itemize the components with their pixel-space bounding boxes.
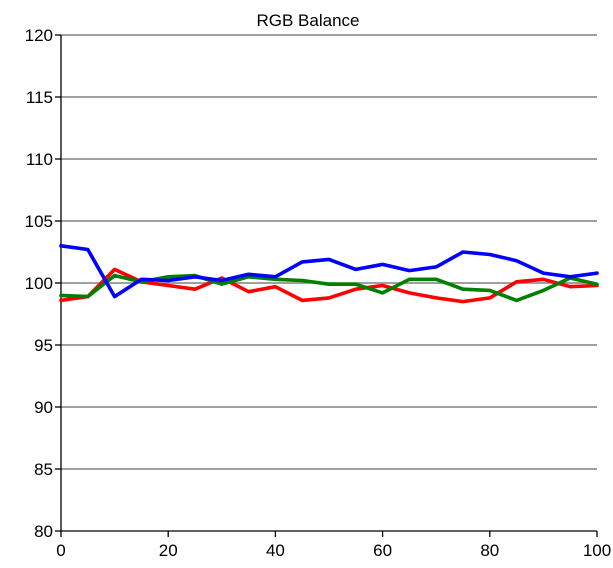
series-layer <box>59 244 599 304</box>
x-tick-label: 40 <box>266 541 285 560</box>
y-tick-label: 100 <box>25 274 53 293</box>
x-tick-label: 20 <box>159 541 178 560</box>
x-tick-label: 80 <box>480 541 499 560</box>
y-tick-label: 90 <box>34 398 53 417</box>
x-tick-label: 0 <box>56 541 65 560</box>
x-tick-label: 60 <box>373 541 392 560</box>
grid-layer <box>61 34 597 470</box>
series-line-2 <box>59 244 599 299</box>
chart-title: RGB Balance <box>257 11 360 30</box>
y-tick-label: 80 <box>34 522 53 541</box>
series-line-0 <box>59 267 599 304</box>
x-tick-label: 100 <box>583 541 611 560</box>
axis-layer <box>55 34 598 537</box>
y-tick-label: 95 <box>34 336 53 355</box>
y-tick-label: 120 <box>25 26 53 45</box>
y-tick-label: 85 <box>34 460 53 479</box>
y-tick-label: 105 <box>25 212 53 231</box>
y-tick-label: 115 <box>26 88 53 107</box>
tick-label-layer: 80 85 90 95 100 105 110 115 120 0 20 40 60 80 100 <box>25 26 612 560</box>
y-tick-label: 110 <box>26 150 53 169</box>
